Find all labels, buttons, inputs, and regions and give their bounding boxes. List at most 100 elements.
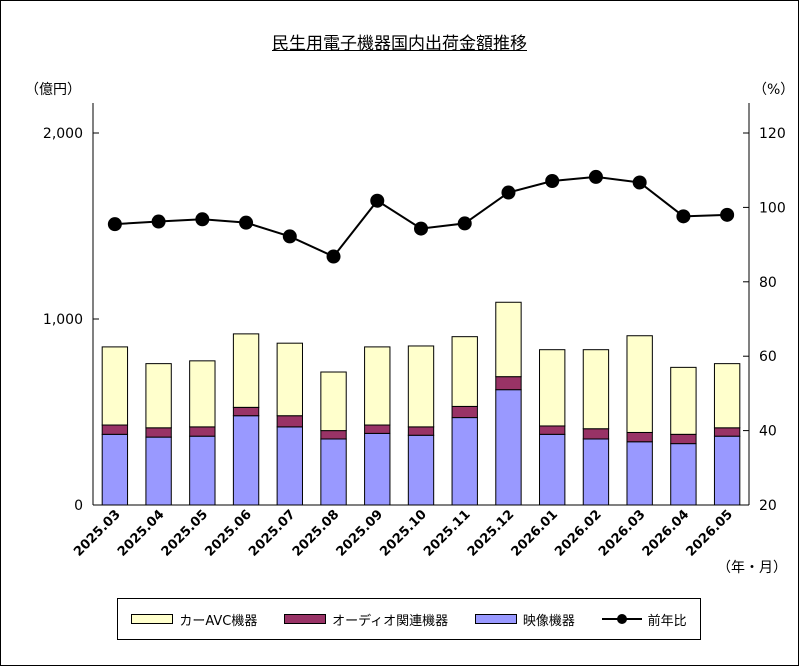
bar-segment-video bbox=[626, 441, 653, 506]
bar-segment-audio bbox=[713, 427, 741, 437]
bar-segment-audio bbox=[670, 433, 697, 445]
bar-segment-video bbox=[189, 435, 216, 506]
x-tick-label: 2026.01 bbox=[509, 507, 561, 559]
right-tick-label: 100 bbox=[759, 200, 786, 216]
bar-segment-car-avc bbox=[320, 371, 347, 432]
right-tick-label: 60 bbox=[759, 349, 777, 365]
yoy-point bbox=[239, 215, 254, 230]
yoy-point bbox=[370, 193, 385, 208]
legend-item-car-avc: カーAVC機器 bbox=[131, 610, 257, 629]
bar-segment-audio bbox=[101, 424, 129, 435]
bar-segment-video bbox=[232, 415, 260, 506]
legend-line-yoy bbox=[601, 614, 642, 624]
bar-segment-video bbox=[539, 433, 566, 506]
bar-segment-video bbox=[364, 432, 391, 506]
yoy-point bbox=[107, 217, 122, 232]
legend-swatch-audio bbox=[284, 614, 327, 624]
legend-label-audio: オーディオ関連機器 bbox=[332, 613, 449, 629]
bar-segment-car-avc bbox=[232, 333, 260, 408]
yoy-point bbox=[326, 249, 341, 264]
chart-legend: カーAVC機器 オーディオ関連機器 映像機器 前年比 bbox=[117, 598, 701, 640]
bar-segment-car-avc bbox=[145, 363, 172, 429]
bar-segment-car-avc bbox=[582, 349, 610, 430]
bar-segment-video bbox=[451, 417, 478, 506]
bar-segment-car-avc bbox=[364, 346, 391, 426]
bar-segment-audio bbox=[232, 406, 260, 417]
bar-segment-audio bbox=[582, 428, 610, 440]
bar-segment-video bbox=[276, 426, 303, 506]
bar-segment-audio bbox=[626, 431, 653, 443]
bar-segment-car-avc bbox=[626, 335, 653, 433]
right-tick-label: 40 bbox=[759, 424, 777, 440]
legend-item-yoy: 前年比 bbox=[601, 610, 687, 629]
bar-segment-car-avc bbox=[495, 301, 522, 378]
bar-segment-car-avc bbox=[713, 363, 741, 429]
legend-label-video: 映像機器 bbox=[522, 613, 575, 629]
yoy-point bbox=[195, 212, 210, 227]
x-axis-unit: （年・月） bbox=[717, 560, 787, 576]
x-tick-label: 2025.08 bbox=[290, 507, 342, 559]
x-tick-label: 2025.12 bbox=[465, 507, 517, 559]
bar-segment-audio bbox=[451, 405, 478, 419]
yoy-point bbox=[457, 216, 472, 231]
bar-segment-audio bbox=[407, 426, 435, 436]
yoy-point bbox=[151, 214, 166, 229]
x-tick-label: 2026.03 bbox=[596, 507, 648, 559]
bar-segment-video bbox=[670, 443, 697, 506]
x-tick-label: 2025.09 bbox=[334, 507, 386, 559]
bar-segment-video bbox=[407, 434, 435, 506]
bar-segment-audio bbox=[145, 427, 172, 438]
legend-item-audio: オーディオ関連機器 bbox=[284, 610, 448, 629]
bar-segment-video bbox=[713, 435, 741, 506]
bar-segment-car-avc bbox=[407, 345, 435, 428]
chart-title: 民生用電子機器国内出荷金額推移 bbox=[272, 34, 527, 54]
right-tick-label: 20 bbox=[759, 498, 777, 514]
x-tick-label: 2025.10 bbox=[377, 507, 429, 559]
bar-segment-audio bbox=[276, 415, 303, 428]
bar-segment-audio bbox=[364, 424, 391, 434]
x-tick-label: 2025.05 bbox=[159, 507, 211, 559]
bar-segment-audio bbox=[189, 426, 216, 437]
bar-segment-audio bbox=[495, 376, 522, 391]
left-axis-unit: （億円） bbox=[25, 82, 81, 98]
yoy-point bbox=[414, 221, 428, 236]
x-tick-label: 2026.04 bbox=[640, 507, 692, 559]
legend-label-yoy: 前年比 bbox=[647, 613, 687, 629]
yoy-point bbox=[676, 209, 691, 224]
bar-segment-video bbox=[145, 436, 172, 506]
x-tick-label: 2025.04 bbox=[115, 507, 167, 559]
bar-segment-car-avc bbox=[101, 346, 129, 426]
yoy-point bbox=[282, 229, 297, 244]
legend-label-car-avc: カーAVC機器 bbox=[179, 613, 258, 629]
bar-segment-audio bbox=[320, 430, 347, 440]
right-axis-unit: （%） bbox=[753, 82, 795, 98]
yoy-point bbox=[720, 207, 735, 222]
bar-segment-video bbox=[495, 389, 522, 506]
bar-segment-car-avc bbox=[189, 360, 216, 428]
right-tick-label: 120 bbox=[759, 126, 786, 142]
x-tick-label: 2025.07 bbox=[246, 507, 298, 559]
bar-segment-video bbox=[582, 438, 610, 506]
bar-segment-video bbox=[320, 438, 347, 506]
legend-swatch-video bbox=[474, 614, 517, 624]
yoy-point bbox=[545, 173, 560, 188]
right-tick-label: 80 bbox=[759, 275, 777, 291]
left-tick-label: 2,000 bbox=[43, 126, 83, 142]
yoy-point bbox=[632, 175, 647, 190]
yoy-point bbox=[588, 169, 603, 184]
bar-segment-video bbox=[101, 433, 129, 506]
bar-segment-car-avc bbox=[539, 349, 566, 427]
x-tick-label: 2026.02 bbox=[552, 507, 604, 559]
x-tick-label: 2025.11 bbox=[421, 507, 473, 559]
x-tick-label: 2026.05 bbox=[683, 507, 735, 559]
left-tick-label: 1,000 bbox=[43, 312, 83, 328]
legend-item-video: 映像機器 bbox=[474, 610, 575, 629]
bar-segment-car-avc bbox=[451, 336, 478, 407]
bar-segment-audio bbox=[539, 425, 566, 435]
x-tick-label: 2025.06 bbox=[202, 507, 254, 559]
x-tick-label: 2025.03 bbox=[71, 507, 123, 559]
bar-segment-car-avc bbox=[276, 342, 303, 417]
legend-swatch-car-avc bbox=[131, 614, 174, 624]
